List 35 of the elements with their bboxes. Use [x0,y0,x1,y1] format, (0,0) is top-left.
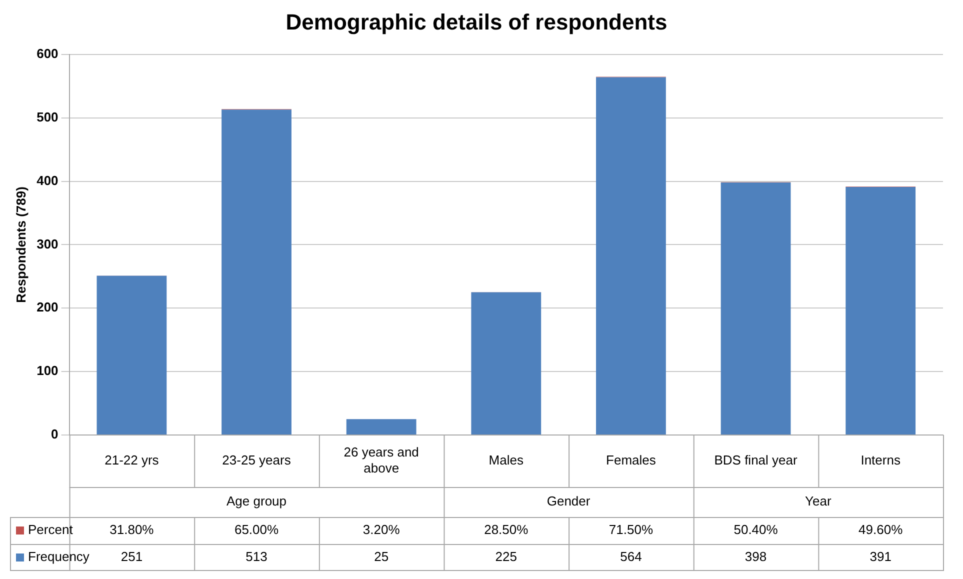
data-label: 251 [120,549,143,564]
x-tick-label: 21-22 yrs [104,452,160,468]
data-label: 49.60% [858,522,904,538]
chart-title: Demographic details of respondents [286,9,668,34]
x-tick-label: Males [488,452,524,468]
y-tick-label: 300 [36,236,58,252]
y-tick-label: 200 [36,300,58,315]
data-label: 225 [495,549,517,564]
data-label: 25 [374,549,389,564]
data-label: 391 [870,549,892,564]
x-tick-label: BDS final year [714,452,798,468]
x-tick-label: Females [606,452,656,468]
data-label: 28.50% [484,522,529,538]
data-label: 513 [246,549,268,564]
y-tick-label: 500 [36,109,58,124]
legend-label: Frequency [28,549,90,564]
data-label: 31.80% [110,522,154,538]
legend-label: Percent [28,522,74,538]
data-label: 3.20% [362,522,400,538]
data-label: 398 [744,549,767,564]
text: Year [805,494,832,509]
text: Age group [226,494,287,509]
data-label: 564 [620,549,642,564]
data-label: 50.40% [734,522,778,538]
x-tick-label: Interns [860,452,901,468]
text: Gender [546,494,591,509]
y-axis-title: Respondents (789) [13,186,28,303]
y-tick-label: 0 [51,426,58,442]
data-label: 71.50% [608,522,654,538]
y-tick-label: 600 [36,46,58,61]
y-tick-label: 100 [36,363,58,378]
x-tick-label: 23-25 years [222,452,292,468]
x-tick-label: 26 years and above [344,444,419,476]
y-tick-label: 400 [36,172,58,188]
data-label: 65.00% [234,522,279,538]
